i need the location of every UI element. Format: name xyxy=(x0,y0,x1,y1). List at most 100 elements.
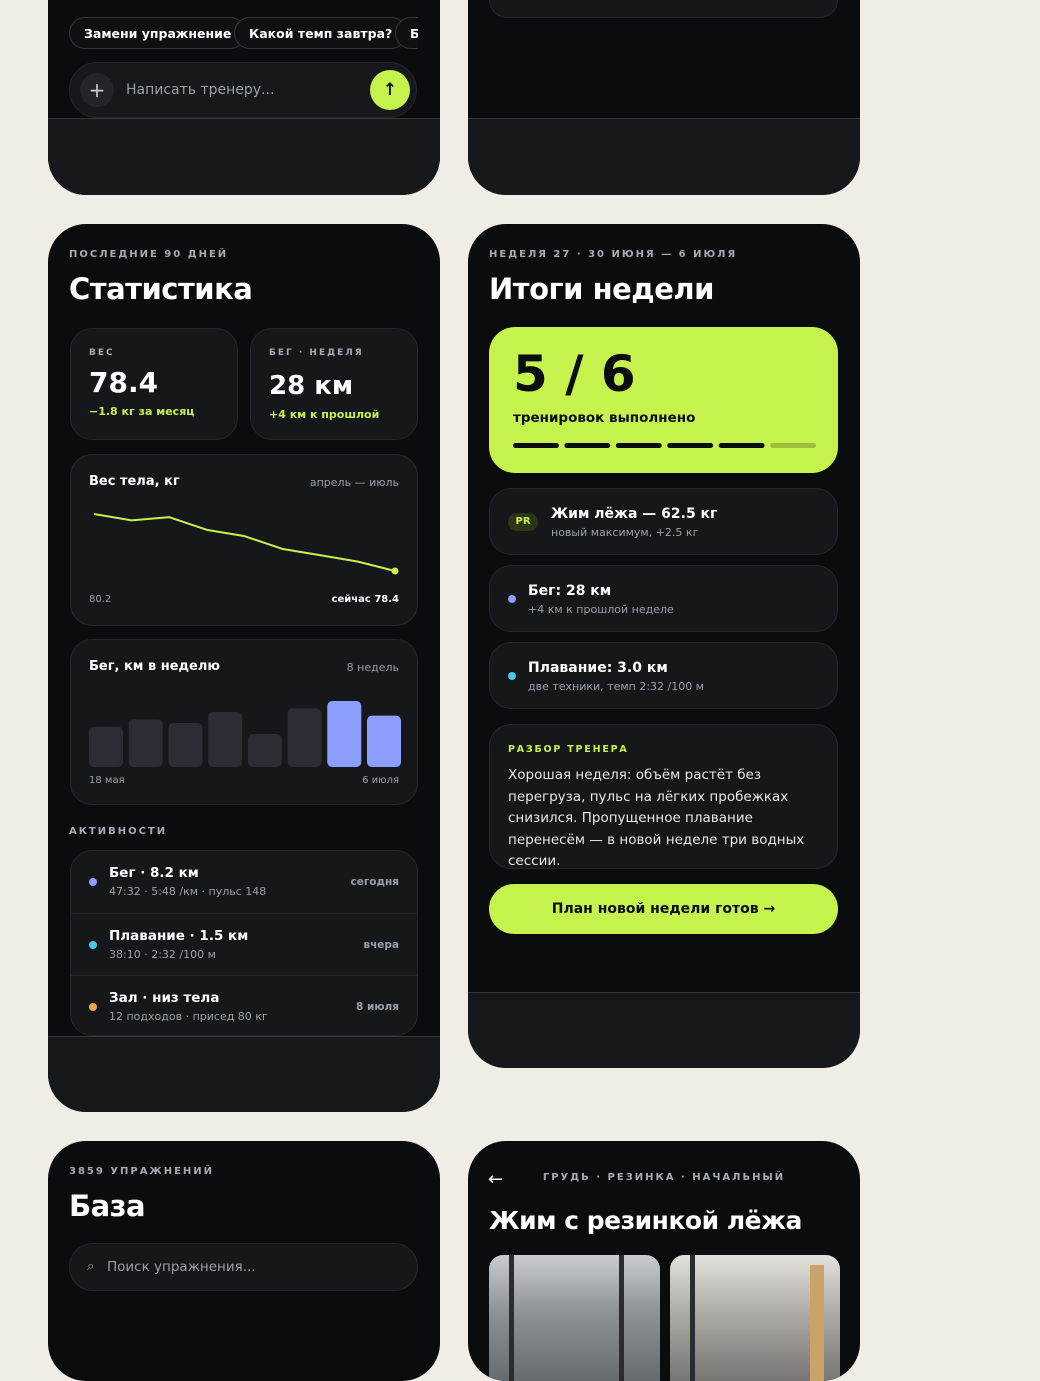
plus-button[interactable]: + xyxy=(80,73,114,107)
activity-title: Плавание · 1.5 км xyxy=(109,928,249,944)
section-title: АКТИВНОСТИ xyxy=(69,826,168,837)
row-subtitle: две техники, темп 2:32 /100 м xyxy=(528,680,705,693)
row-title: Плавание: 3.0 км xyxy=(528,660,668,676)
highlight-row: Плавание: 3.0 км две техники, темп 2:32 … xyxy=(489,642,838,709)
pr-badge: PR xyxy=(508,513,538,531)
chart-range: 8 недель xyxy=(346,661,399,674)
highlight-row: Бег: 28 км +4 км к прошлой неделе xyxy=(489,565,838,632)
activity-title: Бег · 8.2 км xyxy=(109,865,199,881)
progress-panel: 5 / 6 тренировок выполнено xyxy=(489,327,838,473)
activity-title: Зал · низ тела xyxy=(109,990,220,1006)
overline: ПОСЛЕДНИЕ 90 ДНЕЙ xyxy=(69,249,229,260)
row-dot xyxy=(508,595,516,603)
bar xyxy=(89,726,124,767)
progress-segment xyxy=(513,443,559,448)
activity-subtitle: 47:32 · 5:48 /км · пульс 148 xyxy=(109,885,267,898)
card-title: Статистика xyxy=(69,272,253,306)
activity-when: 8 июля xyxy=(356,1001,399,1013)
progress-score: 5 / 6 xyxy=(513,349,636,399)
activity-when: сегодня xyxy=(350,876,399,888)
row-title: Жим лёжа — 62.5 кг xyxy=(551,506,718,522)
tile-value: 78.4 xyxy=(89,366,159,399)
exercise-image xyxy=(670,1255,840,1381)
top-right-card xyxy=(468,0,860,195)
progress-segment xyxy=(564,443,611,448)
activity-row: Зал · низ тела 12 подходов · присед 80 кг… xyxy=(71,975,417,1035)
bottom-nav xyxy=(468,992,860,1068)
end-label: сейчас 78.4 xyxy=(331,594,399,605)
card-title: Итоги недели xyxy=(489,272,714,306)
chip[interactable]: Будет ли дождь? xyxy=(395,17,418,49)
weight-chart-tile: Вес тела, кг апрель — июль 80.2 сейчас 7… xyxy=(70,454,418,626)
search-field[interactable]: ⌕ Поиск упражнения... xyxy=(69,1243,418,1291)
bar xyxy=(366,715,401,767)
card-title: Жим с резинкой лёжа xyxy=(489,1206,802,1235)
chart-title: Бег, км в неделю xyxy=(89,659,220,674)
bar xyxy=(247,734,282,767)
page-body: { "chat_card": { "chips": ["Замени упраж… xyxy=(48,0,860,1381)
bottom-nav xyxy=(48,118,440,195)
image-detail xyxy=(509,1255,514,1381)
activity-subtitle: 12 подходов · присед 80 кг xyxy=(109,1010,268,1023)
search-icon: ⌕ xyxy=(87,1259,95,1274)
exercise-card: ← ГРУДЬ · РЕЗИНКА · НАЧАЛЬНЫЙ Жим с рези… xyxy=(468,1141,860,1381)
completed: 5 xyxy=(513,345,548,403)
card-title: База xyxy=(69,1189,146,1223)
send-button[interactable]: ↑ xyxy=(370,70,410,110)
tile-label: ВЕС xyxy=(89,348,115,358)
row-dot xyxy=(508,672,516,680)
row-title: Бег: 28 км xyxy=(528,583,612,599)
row-subtitle: +4 км к прошлой неделе xyxy=(528,603,674,616)
bar xyxy=(168,723,203,767)
image-detail xyxy=(690,1255,695,1381)
back-button[interactable]: ← xyxy=(488,1169,504,1190)
page: Fitness coach UI html, body { margin: 0;… xyxy=(48,0,860,1381)
chart-range: апрель — июль xyxy=(309,476,399,489)
bar xyxy=(128,719,163,767)
progress-label: тренировок выполнено xyxy=(513,410,696,426)
bottom-nav xyxy=(468,118,860,195)
start-label: 80.2 xyxy=(89,594,112,605)
tile-label: БЕГ · НЕДЕЛЯ xyxy=(269,348,364,358)
exercise-image xyxy=(489,1255,660,1381)
coach-title: РАЗБОР ТРЕНЕРА xyxy=(508,744,629,755)
row-subtitle: новый максимум, +2.5 кг xyxy=(551,526,699,539)
start-label: 18 мая xyxy=(89,775,125,786)
overline: НЕДЕЛЯ 27 · 30 ИЮНЯ — 6 ИЮЛЯ xyxy=(489,249,738,260)
weight-line xyxy=(93,513,396,572)
activity-dot xyxy=(89,941,97,949)
activity-dot xyxy=(89,878,97,886)
tile-delta: −1.8 кг за месяц xyxy=(89,405,195,418)
overline: 3859 УПРАЖНЕНИЙ xyxy=(69,1166,215,1177)
bottom-nav xyxy=(48,1036,440,1112)
activity-subtitle: 38:10 · 2:32 /100 м xyxy=(109,948,216,961)
chat-input[interactable]: + Написать тренеру... ↑ xyxy=(69,62,417,118)
coach-text: Хорошая неделя: объём растёт без перегру… xyxy=(508,767,805,869)
progress-segment xyxy=(667,443,714,448)
base-card: 3859 УПРАЖНЕНИЙ База ⌕ Поиск упражнения.… xyxy=(48,1141,440,1381)
run-tile: БЕГ · НЕДЕЛЯ 28 км +4 км к прошлой xyxy=(250,328,418,440)
current-point xyxy=(391,567,399,575)
chat-card: Замени упражнение Какой темп завтра? Буд… xyxy=(48,0,440,195)
end-label: 6 июля xyxy=(362,775,399,786)
search-placeholder: Поиск упражнения... xyxy=(107,1259,256,1275)
tile-delta: +4 км к прошлой xyxy=(269,408,380,421)
tile-value: 28 км xyxy=(269,371,354,401)
overline: ГРУДЬ · РЕЗИНКА · НАЧАЛЬНЫЙ xyxy=(542,1172,786,1183)
progress-segment xyxy=(770,443,816,448)
chip[interactable]: Замени упражнение xyxy=(69,17,247,49)
input-placeholder: Написать тренеру... xyxy=(126,82,275,98)
coach-review: РАЗБОР ТРЕНЕРА Хорошая неделя: объём рас… xyxy=(489,724,838,869)
image-detail xyxy=(619,1255,624,1381)
activity-when: вчера xyxy=(363,939,399,951)
bar xyxy=(287,708,322,767)
plan-button[interactable]: План новой недели готов → xyxy=(489,884,838,934)
activity-row: Бег · 8.2 км 47:32 · 5:48 /км · пульс 148… xyxy=(71,851,417,913)
highlight-row: PR Жим лёжа — 62.5 кг новый максимум, +2… xyxy=(489,488,838,555)
chip[interactable]: Какой темп завтра? xyxy=(234,17,408,49)
progress-segments xyxy=(513,443,816,448)
image-detail xyxy=(810,1265,824,1381)
chip-row: Замени упражнение Какой темп завтра? Буд… xyxy=(48,0,418,60)
planned: 6 xyxy=(600,345,636,403)
progress-segment xyxy=(718,443,765,448)
